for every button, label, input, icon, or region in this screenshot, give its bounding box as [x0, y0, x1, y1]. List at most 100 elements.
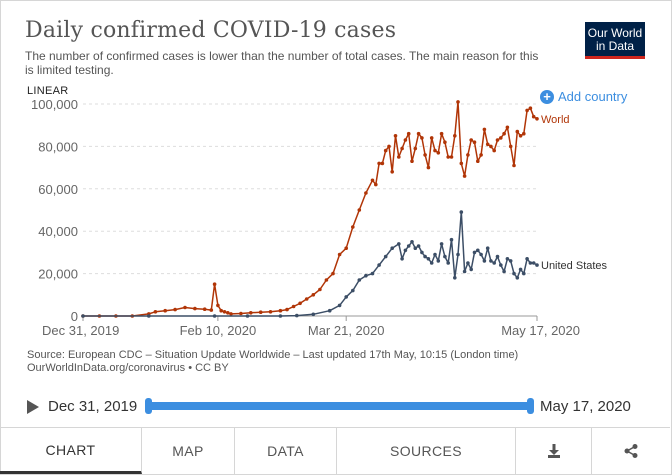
data-point-world [420, 136, 424, 140]
data-point-world [456, 100, 460, 104]
data-point-world [153, 310, 158, 314]
data-point-world [403, 138, 408, 142]
series-labels: World United States [541, 114, 608, 272]
data-point-world [298, 301, 302, 306]
play-icon[interactable] [27, 400, 39, 414]
data-point-us [397, 242, 401, 246]
data-point-world [489, 144, 493, 149]
tab-data[interactable]: DATA [235, 428, 337, 474]
data-point-us [245, 314, 250, 318]
tab-share[interactable] [592, 428, 670, 474]
data-point-world [311, 293, 316, 297]
data-point-world [397, 155, 401, 159]
chart-subtitle: The number of confirmed cases is lower t… [25, 49, 539, 77]
data-point-world [518, 134, 523, 138]
data-point-world [502, 131, 506, 136]
data-point-us [482, 259, 487, 263]
data-point-world [163, 308, 167, 313]
series-label-us[interactable]: United States [541, 260, 608, 272]
data-point-us [351, 288, 355, 293]
owid-logo[interactable]: Our World in Data [585, 22, 645, 59]
data-point-world [173, 307, 177, 312]
tab-download[interactable] [516, 428, 592, 474]
data-point-world [459, 161, 464, 166]
data-point-world [390, 170, 395, 174]
data-point-us [370, 271, 375, 276]
data-point-us [446, 261, 451, 265]
source-note: Source: European CDC – Situation Update … [27, 349, 518, 375]
x-axis-ticks: Dec 31, 2019 Feb 10, 2020 Mar 21, 2020 May … [42, 316, 580, 338]
data-point-world [439, 131, 444, 136]
data-point-world [446, 155, 451, 159]
data-point-world [364, 191, 368, 195]
data-point-world [219, 308, 223, 313]
data-point-world [212, 282, 217, 287]
timeline-end-handle[interactable] [527, 398, 534, 414]
data-point-us [525, 257, 529, 261]
data-point-us [357, 278, 362, 282]
data-point-world [304, 297, 309, 301]
data-point-us [377, 263, 381, 267]
tab-sources[interactable]: SOURCES [337, 428, 516, 474]
data-point-us [147, 314, 151, 318]
timeline-start-label: Dec 31, 2019 [48, 398, 138, 415]
data-point-world [499, 136, 503, 140]
timeline-track[interactable] [148, 402, 531, 410]
data-point-world [453, 134, 457, 138]
data-point-us [518, 267, 523, 272]
data-point-us [383, 254, 388, 259]
data-point-world [229, 312, 233, 316]
add-country-button[interactable]: + Add country [540, 89, 627, 104]
data-point-us [508, 259, 513, 263]
data-point-us [433, 252, 437, 257]
y-tick-label: 100,000 [31, 97, 78, 112]
y-tick-label: 60,000 [38, 182, 78, 197]
tab-chart[interactable]: CHART [0, 428, 142, 474]
timeline-start-handle[interactable] [145, 398, 152, 414]
data-point-world [226, 311, 230, 315]
series-label-world[interactable]: World [541, 114, 570, 126]
y-tick-label: 20,000 [38, 267, 78, 282]
plus-circle-icon: + [540, 89, 554, 104]
source-line: Source: European CDC – Situation Update … [27, 349, 519, 361]
data-point-world [400, 146, 404, 151]
data-point-world [344, 246, 349, 250]
data-point-us [390, 246, 395, 250]
data-point-us [535, 263, 539, 267]
data-point-us [462, 269, 467, 274]
y-tick-label: 40,000 [38, 224, 78, 239]
data-point-us [403, 248, 408, 253]
data-point-world [377, 161, 381, 166]
scale-toggle[interactable]: LINEAR [27, 85, 69, 97]
data-point-world [374, 182, 378, 187]
data-point-world [426, 165, 431, 170]
source-link[interactable]: OurWorldInData.org/coronavirus • CC BY [27, 362, 229, 374]
x-tick-label: Dec 31, 2019 [42, 323, 119, 338]
x-tick-label: May 17, 2020 [501, 323, 580, 338]
data-point-us [443, 254, 447, 259]
data-point-world [485, 142, 490, 147]
data-point-us [522, 271, 526, 276]
data-point-world [433, 148, 437, 153]
data-point-world [285, 307, 289, 312]
data-point-us [479, 252, 483, 257]
share-icon [624, 444, 638, 458]
data-point-us [476, 248, 480, 253]
data-point-us [416, 244, 421, 248]
data-point-world [413, 146, 418, 151]
data-point-us [515, 276, 520, 280]
data-point-us [311, 312, 316, 317]
data-point-us [337, 303, 342, 308]
data-point-world [469, 138, 474, 142]
data-point-us [212, 314, 217, 318]
tab-map[interactable]: MAP [142, 428, 235, 474]
data-point-world [476, 159, 480, 163]
data-point-us [502, 269, 506, 274]
data-point-world [258, 310, 263, 315]
data-point-us [429, 261, 434, 265]
x-tick-label: Feb 10, 2020 [180, 323, 257, 338]
data-point-us [505, 257, 510, 261]
data-point-world [522, 131, 526, 136]
data-point-us [495, 254, 500, 259]
timeline-end-label: May 17, 2020 [540, 398, 631, 415]
